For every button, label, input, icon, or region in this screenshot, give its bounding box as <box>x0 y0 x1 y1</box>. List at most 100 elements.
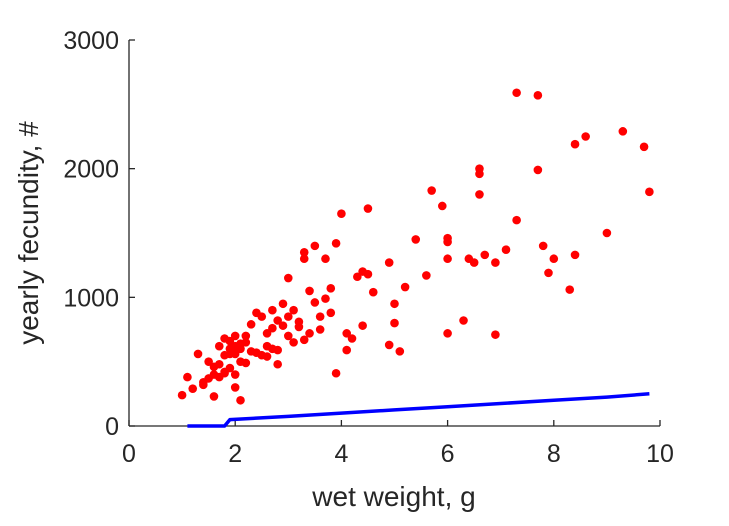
data-point <box>214 359 224 369</box>
data-point <box>512 215 521 225</box>
data-point <box>299 335 309 345</box>
tick-labels: 0 2 4 6 8 10 0 1000 2000 3000 <box>63 27 674 468</box>
data-point <box>241 358 251 368</box>
data-point <box>278 299 288 309</box>
data-point <box>395 347 405 356</box>
data-point <box>241 331 251 341</box>
data-point <box>581 132 590 141</box>
data-point <box>342 329 352 338</box>
data-point <box>299 248 309 257</box>
data-point <box>315 325 325 334</box>
data-point <box>618 127 628 136</box>
data-point <box>533 91 543 100</box>
data-point <box>363 204 373 213</box>
data-point <box>268 323 277 333</box>
data-point <box>443 254 452 264</box>
data-point <box>390 299 399 309</box>
data-point <box>342 345 352 355</box>
data-point <box>390 318 399 328</box>
x-axis-label: wet weight, g <box>311 481 475 512</box>
data-point <box>384 258 394 267</box>
data-point <box>241 338 251 347</box>
data-point <box>443 329 452 338</box>
data-point <box>411 235 421 244</box>
data-point <box>353 272 362 282</box>
data-point <box>475 190 484 199</box>
data-point <box>262 329 272 338</box>
data-point <box>326 284 336 293</box>
data-point <box>268 305 277 315</box>
data-point <box>230 370 240 379</box>
data-point <box>204 357 213 366</box>
data-points <box>177 88 654 405</box>
data-point <box>273 345 282 355</box>
data-point <box>533 165 543 175</box>
x-tick-label: 0 <box>122 440 136 468</box>
data-point <box>199 380 208 390</box>
data-point <box>326 308 336 318</box>
data-point <box>491 258 500 267</box>
data-point <box>544 268 553 278</box>
data-point <box>480 250 490 260</box>
data-point <box>284 331 293 341</box>
data-point <box>188 384 198 393</box>
data-point <box>570 139 580 149</box>
data-point <box>230 383 240 392</box>
x-tick-label: 6 <box>441 440 455 468</box>
data-point <box>443 233 452 243</box>
data-point <box>422 271 431 280</box>
data-point <box>368 287 378 297</box>
data-point <box>236 395 245 405</box>
data-point <box>331 368 341 378</box>
data-point <box>459 316 468 325</box>
data-point <box>225 336 235 346</box>
y-axis-label: yearly fecundity, # <box>13 121 44 345</box>
data-point <box>273 359 282 369</box>
model-curve-line <box>187 392 650 428</box>
data-point <box>321 254 330 264</box>
data-point <box>469 258 479 267</box>
data-point <box>262 352 272 361</box>
y-tick-label: 0 <box>105 413 119 441</box>
data-point <box>491 330 500 339</box>
data-point <box>310 298 320 307</box>
data-point <box>305 286 314 296</box>
y-tick-label: 2000 <box>63 156 119 184</box>
data-point <box>305 329 314 338</box>
data-point <box>284 312 293 321</box>
data-point <box>549 254 559 264</box>
data-point <box>512 88 521 98</box>
data-point <box>236 344 245 354</box>
data-point <box>273 316 282 325</box>
data-point <box>246 320 256 329</box>
axes <box>128 39 661 427</box>
x-tick-label: 10 <box>646 440 674 468</box>
data-point <box>501 245 511 255</box>
data-point <box>289 338 298 347</box>
data-point <box>289 305 298 315</box>
data-point <box>278 321 288 330</box>
data-point <box>183 372 192 382</box>
data-point <box>214 341 224 351</box>
data-point <box>337 209 346 218</box>
data-point <box>639 142 649 152</box>
data-point <box>193 349 203 359</box>
data-point <box>331 238 341 248</box>
y-tick-label: 3000 <box>63 27 119 55</box>
data-point <box>321 294 330 303</box>
data-point <box>400 282 410 292</box>
data-point <box>230 331 240 341</box>
data-point <box>310 241 320 251</box>
data-point <box>538 241 548 251</box>
data-point <box>225 363 235 373</box>
data-point <box>358 321 367 330</box>
data-point <box>347 334 357 343</box>
data-point <box>645 187 654 197</box>
data-point <box>230 349 240 359</box>
model-curve <box>187 392 650 428</box>
data-point <box>565 285 575 294</box>
data-point <box>284 273 293 283</box>
data-point <box>602 228 612 238</box>
data-point <box>177 390 187 400</box>
